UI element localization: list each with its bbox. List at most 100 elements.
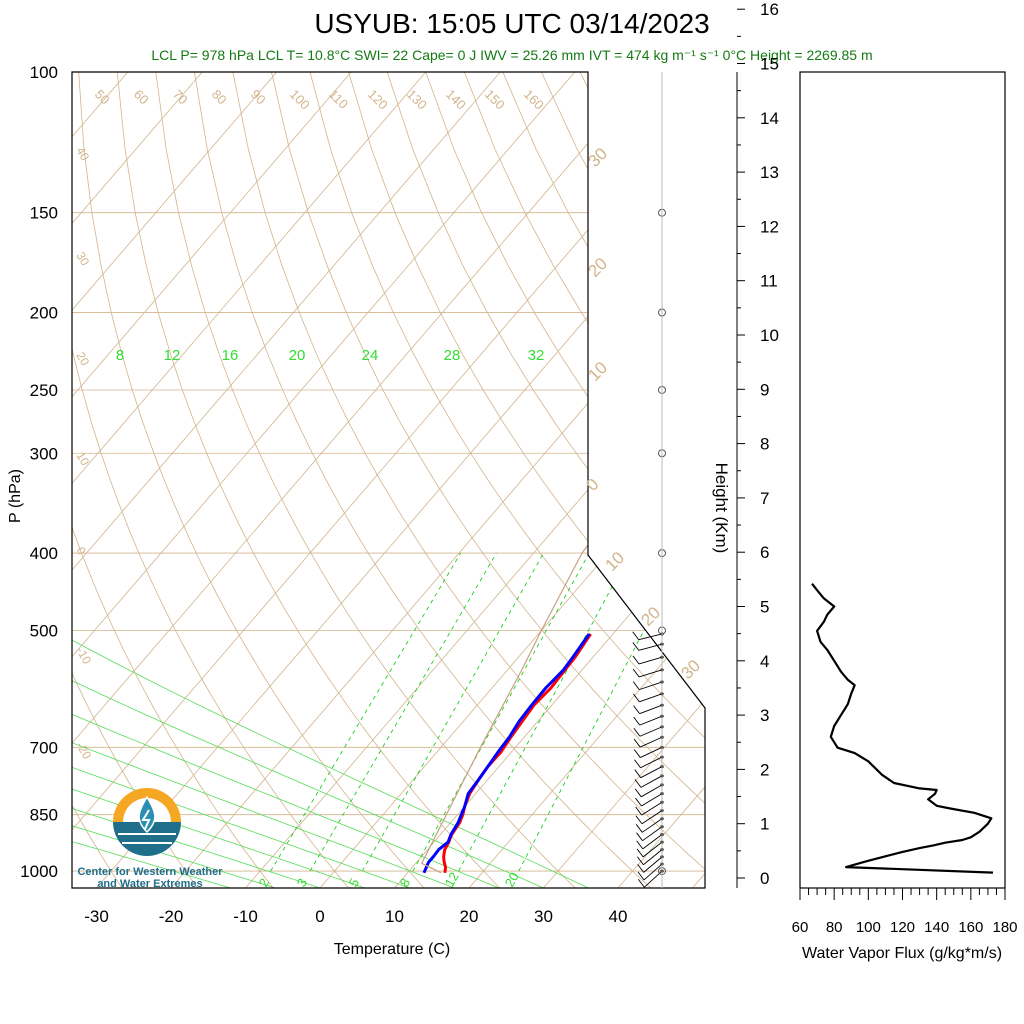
temperature-tick-label: -30: [84, 907, 109, 926]
height-tick-label: 10: [760, 326, 779, 345]
isotherm-line: [767, 72, 1024, 888]
wind-barb: [643, 863, 663, 881]
moist-adiabat: [72, 353, 544, 888]
dry-adiabat: [348, 72, 705, 888]
height-tick-label: 5: [760, 598, 769, 617]
isotherm-line: [543, 72, 705, 888]
wind-barb-feather: [636, 848, 644, 858]
dry-adiabat: [773, 72, 1024, 888]
wind-barb-feather: [632, 655, 640, 665]
dry-adiabat-label: 140: [443, 87, 469, 113]
isotherm-line: [72, 72, 352, 888]
logo-line1: Center for Western Weather: [77, 866, 223, 878]
dry-adiabat: [618, 72, 705, 888]
wind-barb-feather: [632, 631, 640, 640]
plot-frame: [71, 71, 706, 889]
dry-adiabat-label: 150: [482, 87, 508, 113]
wind-barb: [639, 726, 663, 737]
temperature-tick-label: -10: [233, 907, 258, 926]
dry-adiabat-label: 100: [287, 87, 313, 113]
dry-adiabat: [72, 72, 198, 888]
dry-adiabat-label: 80: [209, 87, 230, 108]
pressure-tick-label: 250: [30, 381, 58, 400]
dry-adiabat-label: 110: [326, 87, 351, 112]
pressure-tick-label: 1000: [20, 862, 58, 881]
pressure-tick-label: 700: [30, 738, 58, 757]
dry-adiabat: [811, 72, 1024, 888]
isotherm-line: [170, 72, 705, 888]
flux-tick-label: 60: [792, 919, 809, 936]
dry-adiabat: [116, 72, 500, 888]
height-tick-label: 7: [760, 489, 769, 508]
height-tick-label: 13: [760, 163, 779, 182]
wind-barb: [640, 746, 663, 758]
mixing-ratio-line: [270, 552, 462, 872]
moist-adiabat: [72, 353, 410, 888]
flux-tick-label: 100: [856, 919, 881, 936]
dry-adiabat: [695, 72, 705, 888]
flux-tick-label: 180: [992, 919, 1017, 936]
wind-barb: [639, 693, 663, 703]
temperature-line: [442, 633, 592, 874]
wind-barb-feather: [635, 824, 643, 833]
wind-barb: [642, 841, 663, 858]
wind-barb: [643, 856, 663, 873]
dry-adiabat-label: 60: [131, 87, 152, 108]
height-tick-label: 0: [760, 869, 769, 888]
pressure-tick-label: 150: [30, 204, 58, 223]
isotherm-line: [468, 72, 705, 888]
height-tick-label: 9: [760, 380, 769, 399]
moist-adiabat: [72, 353, 499, 888]
wind-barb-feather: [632, 681, 640, 690]
temperature-tick-label: 40: [609, 907, 628, 926]
isotherm-line: [72, 72, 650, 888]
flux-plot: [811, 583, 994, 874]
dewpoint-line: [422, 633, 591, 874]
dry-adiabat: [72, 72, 274, 888]
isotherm-line: [72, 72, 576, 888]
mixing-ratio-label-bottom: 12: [442, 869, 462, 889]
temperature-tick-label: 10: [385, 907, 404, 926]
isotherm-line: [72, 72, 203, 888]
moist-adiabat: [72, 353, 455, 888]
wind-barb-feather: [636, 840, 644, 850]
wind-barb-feather: [637, 871, 645, 881]
temperature-tick-label: 30: [534, 907, 553, 926]
wind-barb-feather: [633, 705, 640, 714]
wind-barb: [639, 704, 663, 715]
wind-barb-feather: [633, 738, 641, 748]
height-tick-label: 3: [760, 706, 769, 725]
height-axis-label: Height (Km): [712, 463, 731, 554]
wind-barb-feather: [635, 797, 642, 807]
mixing-ratio-line: [412, 552, 590, 872]
dry-adiabat-label: 120: [365, 87, 391, 113]
wind-barb: [639, 736, 663, 748]
x-axis-label: Temperature (C): [334, 941, 450, 958]
wind-barb: [640, 756, 663, 769]
dry-adiabat: [271, 72, 705, 888]
isotherm-line: [692, 72, 705, 888]
mixing-ratio-label: 24: [362, 347, 379, 364]
pressure-tick-label: 300: [30, 444, 58, 463]
flux-tick-label: 160: [958, 919, 983, 936]
wind-barb-feather: [637, 864, 645, 873]
right-side-label: 10: [601, 548, 628, 575]
dry-adiabat: [541, 72, 705, 888]
chart-subtitle: LCL P= 978 hPa LCL T= 10.8°C SWI= 22 Cap…: [151, 47, 873, 63]
right-side-label: 0: [582, 475, 602, 495]
dry-adiabat: [309, 72, 705, 888]
mixing-ratio-label-bottom: 20: [502, 869, 522, 889]
temperature-tick-label: 0: [315, 907, 324, 926]
flux-tick-label: 140: [924, 919, 949, 936]
dry-adiabat: [194, 72, 652, 888]
wind-barb-feather: [632, 668, 640, 678]
height-tick-label: 12: [760, 217, 779, 236]
dry-adiabat: [72, 72, 123, 888]
wind-barb: [641, 818, 663, 833]
wind-barbs: [632, 208, 666, 888]
flux-tick-label: 120: [890, 919, 915, 936]
chart-title: USYUB: 15:05 UTC 03/14/2023: [314, 8, 710, 39]
